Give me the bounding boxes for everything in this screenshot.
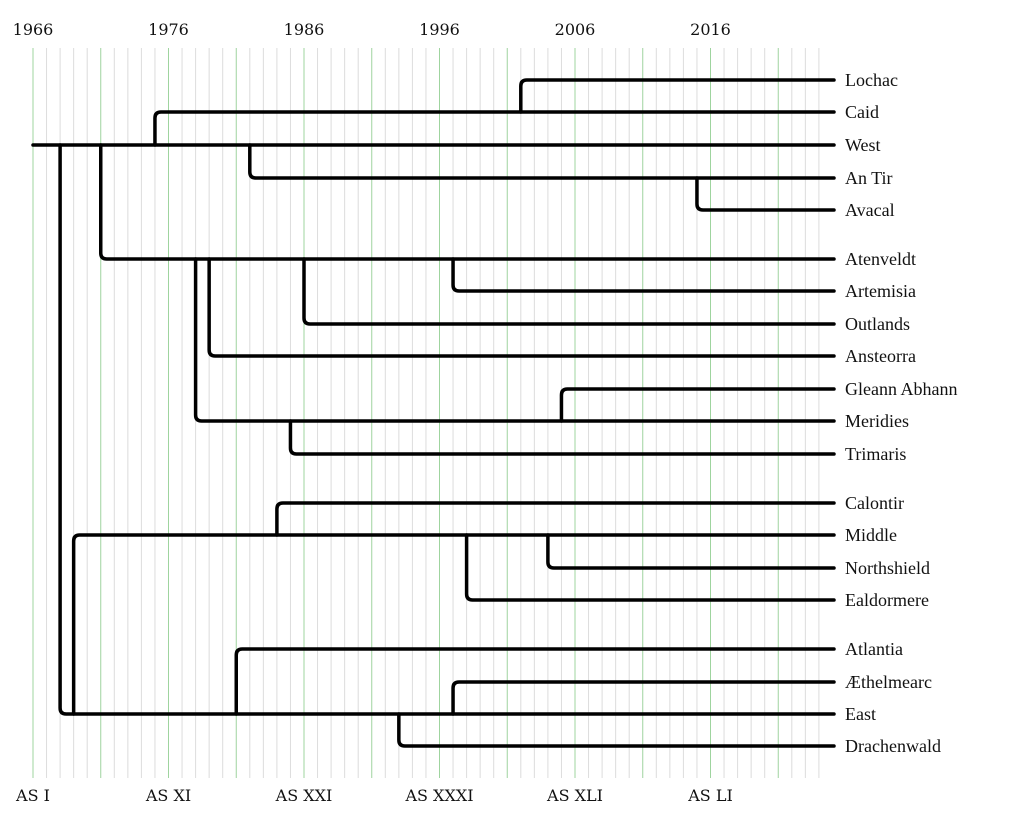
- year-tick-label: 2016: [690, 20, 731, 39]
- branch-line-atenveldt: [99, 143, 836, 261]
- branch-line-outlands: [302, 257, 836, 326]
- kingdom-label: Ealdormere: [845, 590, 929, 610]
- kingdom-label: An Tir: [845, 168, 893, 188]
- branch-line-middle: [71, 533, 836, 716]
- branch-line-northshield: [546, 533, 836, 570]
- year-gridlines: [32, 48, 820, 778]
- year-tick-label: 2006: [555, 20, 596, 39]
- kingdom-label: Gleann Abhann: [845, 379, 957, 399]
- as-year-tick-label: AS XXXI: [404, 786, 473, 805]
- branch-line-drachenwald: [397, 712, 836, 748]
- kingdom-label: Drachenwald: [845, 736, 941, 756]
- year-tick-label: 1966: [13, 20, 54, 39]
- kingdom-label: Trimaris: [845, 444, 906, 464]
- branch-line-an-tir: [248, 143, 836, 180]
- kingdom-label: Æthelmearc: [845, 672, 932, 692]
- year-tick-label: 1996: [419, 20, 460, 39]
- branch-line-trimaris: [288, 419, 836, 456]
- kingdom-label: Atenveldt: [845, 249, 916, 269]
- kingdom-labels: Lochac Caid West An Tir Avacal Atenveldt Artem…: [845, 70, 957, 756]
- kingdom-label: Middle: [845, 525, 897, 545]
- branch-line-lochac: [519, 78, 836, 114]
- branch-line-æthelmearc: [451, 680, 836, 716]
- kingdom-label: West: [845, 135, 881, 155]
- branch-line-calontir: [275, 501, 836, 537]
- year-tick-label: 1976: [148, 20, 189, 39]
- as-year-tick-label: AS XXI: [275, 786, 333, 805]
- kingdom-label: Caid: [845, 102, 879, 122]
- branch-lines: [31, 78, 836, 748]
- branch-line-avacal: [695, 176, 836, 212]
- kingdom-label: Outlands: [845, 314, 910, 334]
- branch-line-gleann-abhann: [559, 387, 836, 423]
- kingdom-label: Lochac: [845, 70, 898, 90]
- kingdom-label: Meridies: [845, 411, 909, 431]
- kingdom-label: Northshield: [845, 558, 930, 578]
- kingdom-label: Artemisia: [845, 281, 916, 301]
- branch-line-ealdormere: [464, 533, 836, 602]
- year-tick-label: 1986: [284, 20, 325, 39]
- kingdom-label: Calontir: [845, 493, 904, 513]
- branch-line-east: [58, 143, 836, 716]
- kingdom-label: Atlantia: [845, 639, 903, 659]
- kingdom-label: East: [845, 704, 876, 724]
- year-axis: 1966 1976 1986 1996 2006 2016: [13, 20, 731, 39]
- branch-line-caid: [153, 110, 836, 147]
- branch-line-meridies: [193, 257, 836, 423]
- branch-line-atlantia: [234, 647, 836, 716]
- as-year-tick-label: AS I: [15, 786, 50, 805]
- as-year-tick-label: AS XI: [145, 786, 191, 805]
- kingdom-label: Avacal: [845, 200, 895, 220]
- as-year-tick-label: AS XLI: [546, 786, 603, 805]
- as-year-axis: AS I AS XI AS XXI AS XXXI AS XLI AS LI: [15, 786, 733, 805]
- kingdom-label: Ansteorra: [845, 346, 916, 366]
- branch-line-ansteorra: [207, 257, 836, 358]
- branch-line-artemisia: [451, 257, 836, 293]
- as-year-tick-label: AS LI: [687, 786, 733, 805]
